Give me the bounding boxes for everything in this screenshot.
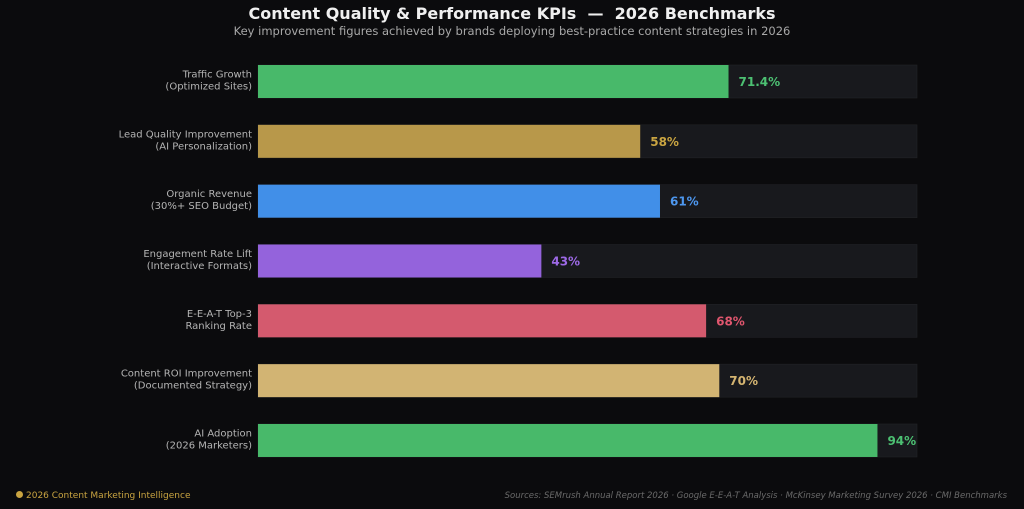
category-label: Traffic Growth (Optimized Sites) — [165, 70, 252, 93]
category-label-line: (Interactive Formats) — [147, 261, 252, 272]
footer-sources: Sources: SEMrush Annual Report 2026 · Go… — [504, 491, 1007, 501]
bar — [258, 65, 729, 98]
bar — [258, 304, 707, 338]
category-label-line: Organic Revenue — [166, 189, 252, 200]
category-label-line: Content ROI Improvement — [121, 369, 252, 380]
category-label-line: (AI Personalization) — [155, 141, 252, 152]
category-label-line: AI Adoption — [194, 428, 252, 439]
category-label-line: Traffic Growth — [182, 70, 252, 81]
footer-brand-text: 2026 Content Marketing Intelligence — [26, 491, 191, 501]
category-label-line: Ranking Rate — [185, 321, 252, 332]
chart-title: Content Quality & Performance KPIs — 202… — [248, 4, 776, 23]
data-label: 68% — [716, 314, 745, 328]
bar — [258, 364, 720, 398]
bar-row: 61% Organic Revenue (30%+ SEO Budget) — [151, 184, 918, 218]
data-label: 71.4% — [739, 75, 781, 89]
data-label: 94% — [887, 434, 916, 448]
data-label: 43% — [551, 254, 580, 268]
category-label: Content ROI Improvement (Documented Strat… — [121, 369, 252, 392]
bar-row: 58% Lead Quality Improvement (AI Personali… — [119, 124, 918, 159]
bar-row: 71.4% Traffic Growth (Optimized Sites) — [165, 64, 918, 99]
category-label: AI Adoption (2026 Marketers) — [166, 428, 252, 451]
category-label: E-E-A-T Top-3 Ranking Rate — [185, 309, 252, 332]
category-label: Organic Revenue (30%+ SEO Budget) — [151, 189, 252, 212]
bar-row: 94% AI Adoption (2026 Marketers) — [166, 423, 918, 458]
category-label-line: Lead Quality Improvement — [119, 129, 252, 140]
category-label: Lead Quality Improvement (AI Personalizat… — [119, 129, 252, 152]
footer-brand: 2026 Content Marketing Intelligence — [16, 491, 191, 501]
bar-row: 43% Engagement Rate Lift (Interactive Form… — [143, 244, 918, 278]
bar-row: 68% E-E-A-T Top-3 Ranking Rate — [185, 304, 918, 338]
category-label-line: (30%+ SEO Budget) — [151, 201, 252, 212]
bar-row: 70% Content ROI Improvement (Documented St… — [121, 363, 918, 398]
data-label: 58% — [650, 135, 679, 149]
bar — [258, 124, 641, 158]
data-label: 70% — [729, 374, 758, 388]
category-label-line: E-E-A-T Top-3 — [187, 309, 252, 320]
category-label-line: (Documented Strategy) — [134, 381, 252, 392]
bar — [258, 423, 878, 457]
category-label: Engagement Rate Lift (Interactive Formats… — [143, 249, 252, 272]
data-label: 61% — [670, 195, 699, 209]
chart-subtitle: Key improvement figures achieved by bran… — [233, 24, 791, 38]
bar — [258, 244, 542, 278]
category-label-line: Engagement Rate Lift — [143, 249, 252, 260]
category-label-line: (Optimized Sites) — [165, 82, 252, 93]
bar — [258, 184, 660, 218]
category-label-line: (2026 Marketers) — [166, 440, 252, 451]
brand-dot-icon — [16, 491, 23, 498]
